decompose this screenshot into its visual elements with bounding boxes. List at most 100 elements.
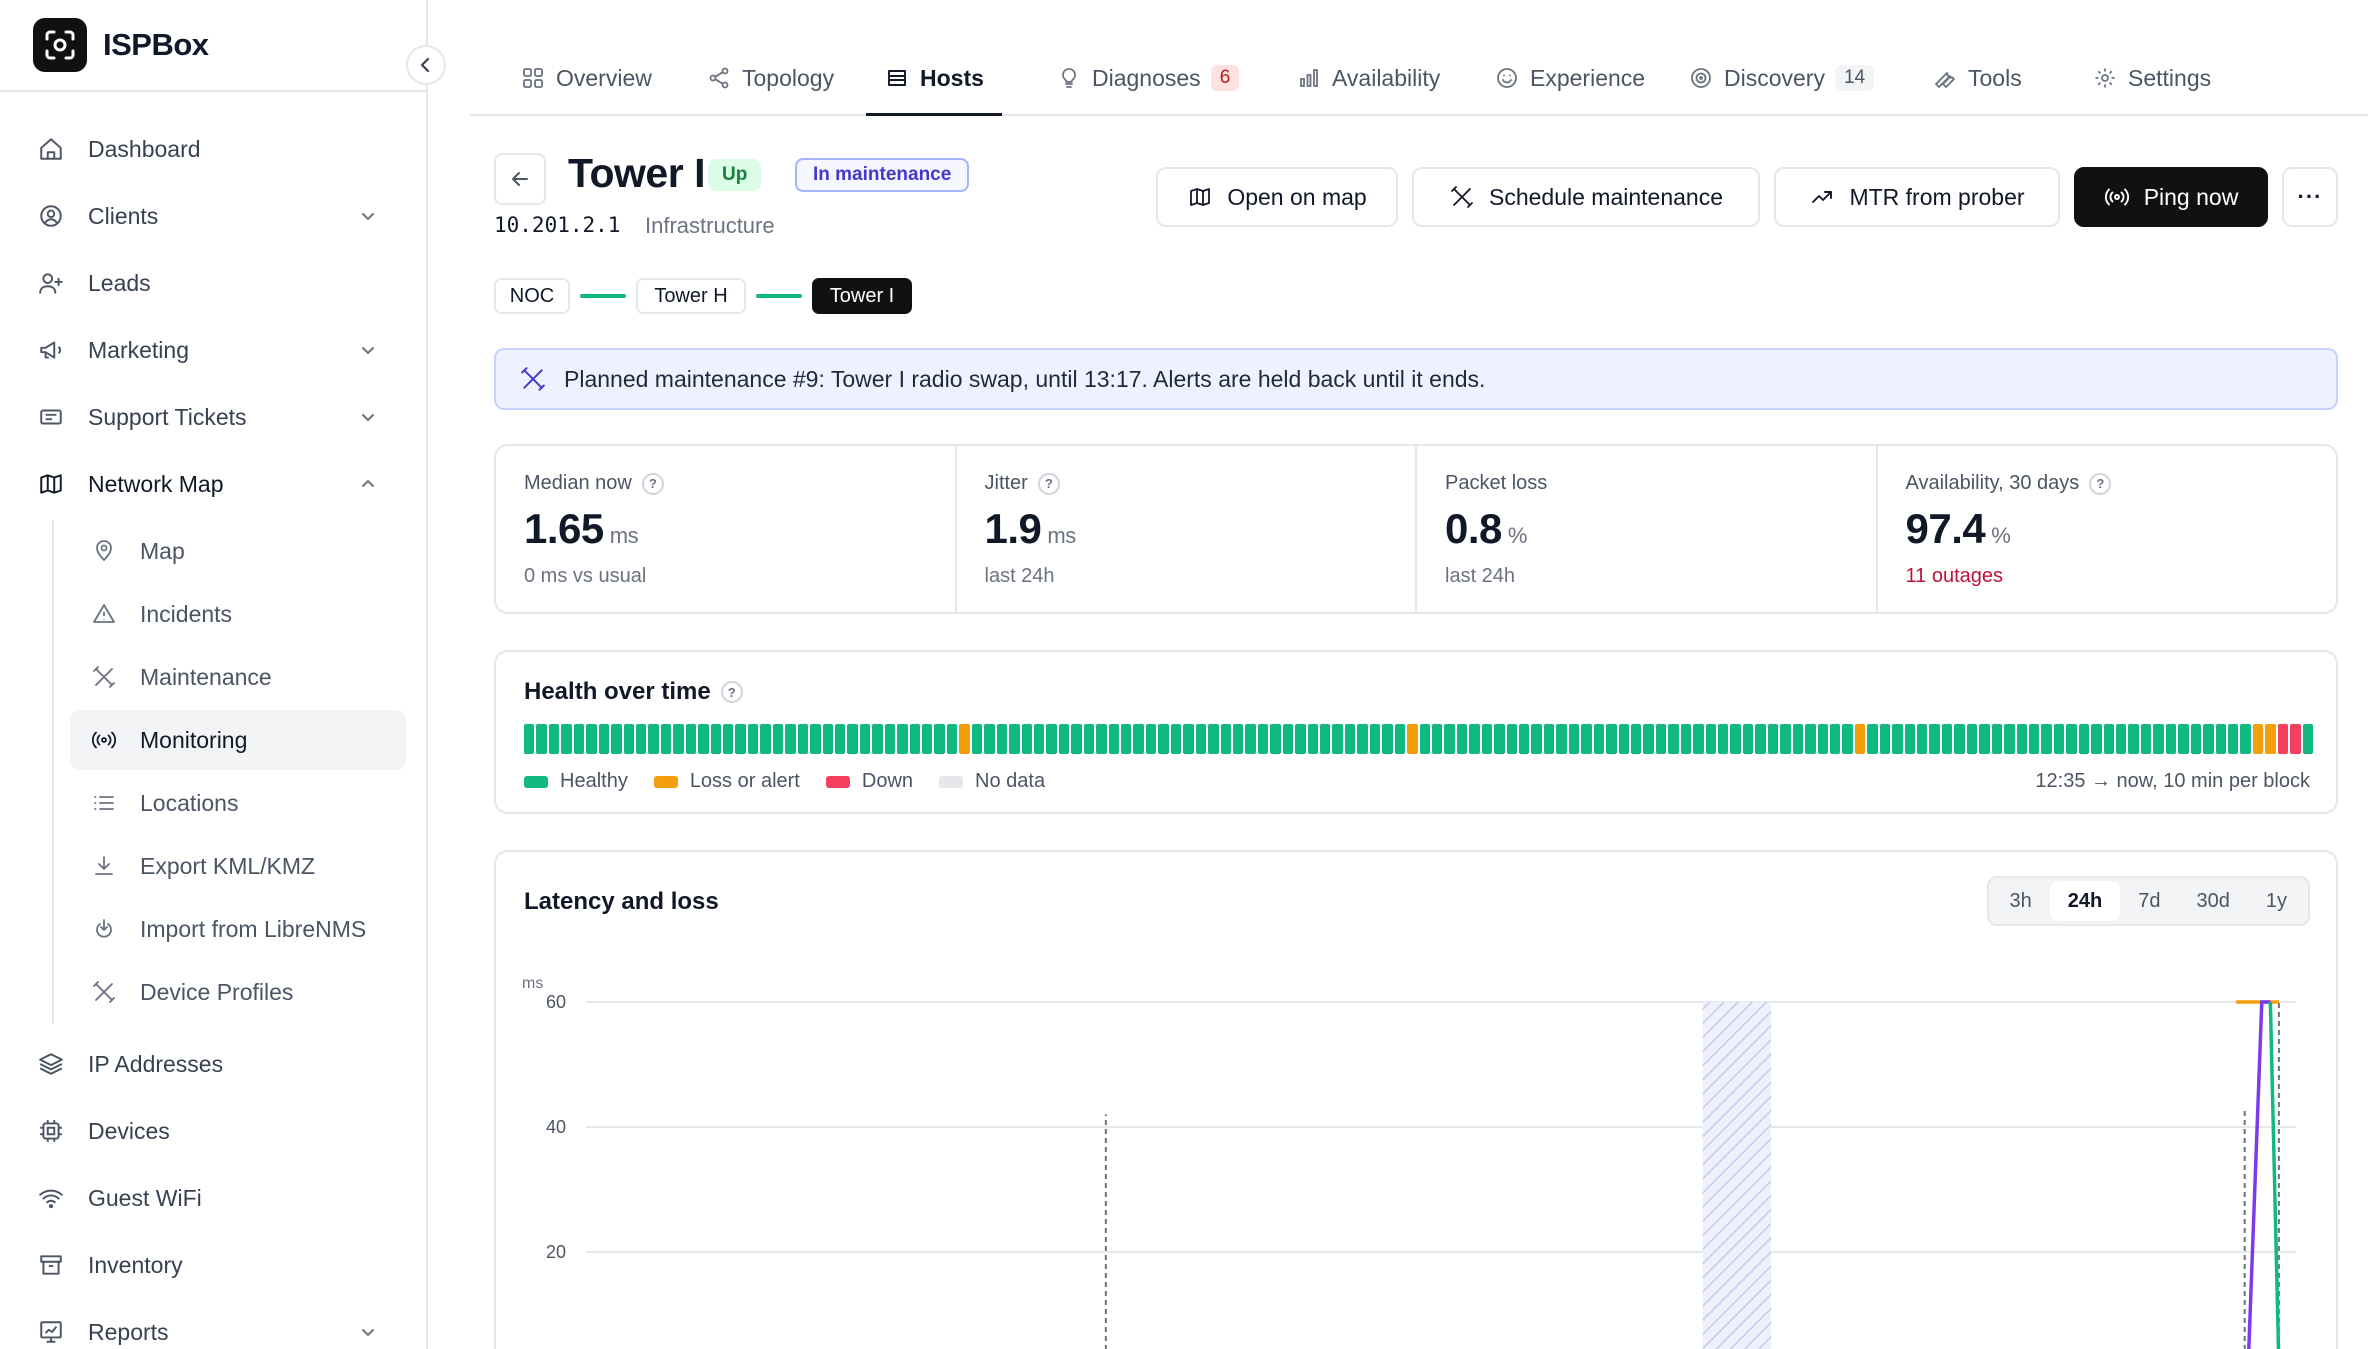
health-block-healthy[interactable] <box>2091 724 2102 754</box>
health-block-healthy[interactable] <box>1431 724 1443 754</box>
health-block-healthy[interactable] <box>1556 724 1567 754</box>
sidebar-subitem-device-profiles[interactable]: Device Profiles <box>70 962 406 1022</box>
health-block-healthy[interactable] <box>698 724 709 754</box>
sidebar-item-dashboard[interactable]: Dashboard <box>36 121 390 177</box>
brand[interactable]: ISPBox <box>0 0 426 92</box>
health-block-healthy[interactable] <box>1904 724 1915 754</box>
sidebar-subitem-maintenance[interactable]: Maintenance <box>70 647 406 707</box>
health-block-healthy[interactable] <box>1531 724 1542 754</box>
help-icon[interactable]: ? <box>1037 472 1060 495</box>
health-block-healthy[interactable] <box>1705 724 1716 754</box>
tab-experience[interactable]: Experience <box>1476 40 1663 116</box>
health-block-healthy[interactable] <box>1829 724 1841 754</box>
sidebar-item-ip-addresses[interactable]: IP Addresses <box>36 1036 390 1092</box>
health-block-alert[interactable] <box>1854 724 1866 754</box>
health-block-healthy[interactable] <box>2066 724 2077 754</box>
health-block-healthy[interactable] <box>561 724 572 754</box>
health-block-healthy[interactable] <box>2103 724 2114 754</box>
health-block-healthy[interactable] <box>772 724 784 754</box>
health-block-healthy[interactable] <box>1344 724 1356 754</box>
health-block-healthy[interactable] <box>1320 724 1331 754</box>
health-block-healthy[interactable] <box>1232 724 1244 754</box>
health-block-healthy[interactable] <box>1618 724 1629 754</box>
range-30d[interactable]: 30d <box>2196 889 2230 912</box>
health-block-healthy[interactable] <box>2028 724 2040 754</box>
health-block-healthy[interactable] <box>909 724 920 754</box>
health-block-healthy[interactable] <box>1121 724 1132 754</box>
health-block-healthy[interactable] <box>673 724 684 754</box>
health-block-healthy[interactable] <box>1170 724 1182 754</box>
health-block-healthy[interactable] <box>1780 724 1791 754</box>
tab-topology[interactable]: Topology <box>688 40 852 116</box>
sidebar-subitem-map[interactable]: Map <box>70 521 406 581</box>
health-block-healthy[interactable] <box>810 724 821 754</box>
health-block-healthy[interactable] <box>1419 724 1430 754</box>
health-block-healthy[interactable] <box>1817 724 1828 754</box>
health-block-healthy[interactable] <box>884 724 896 754</box>
health-block-healthy[interactable] <box>971 724 983 754</box>
help-icon[interactable]: ? <box>2089 472 2112 495</box>
chevron-down-icon[interactable] <box>354 1318 382 1346</box>
sidebar-subitem-monitoring[interactable]: Monitoring <box>70 710 406 770</box>
health-block-healthy[interactable] <box>660 724 672 754</box>
health-block-healthy[interactable] <box>1917 724 1928 754</box>
health-block-healthy[interactable] <box>946 724 958 754</box>
health-block-healthy[interactable] <box>1966 724 1978 754</box>
health-block-healthy[interactable] <box>1469 724 1480 754</box>
health-block-healthy[interactable] <box>685 724 697 754</box>
health-block-alert[interactable] <box>2252 724 2264 754</box>
health-block-healthy[interactable] <box>834 724 846 754</box>
health-block-healthy[interactable] <box>2227 724 2239 754</box>
health-block-healthy[interactable] <box>1058 724 1070 754</box>
range-7d[interactable]: 7d <box>2138 889 2161 912</box>
health-block-healthy[interactable] <box>2041 724 2052 754</box>
health-block-healthy[interactable] <box>1481 724 1493 754</box>
sidebar-item-leads[interactable]: Leads <box>36 255 390 311</box>
health-block-healthy[interactable] <box>1568 724 1580 754</box>
help-icon[interactable]: ? <box>720 681 743 703</box>
health-block-healthy[interactable] <box>1842 724 1853 754</box>
health-block-healthy[interactable] <box>1382 724 1393 754</box>
sidebar-item-reports[interactable]: Reports <box>36 1304 390 1349</box>
tab-discovery[interactable]: Discovery 14 <box>1670 40 1892 116</box>
health-block-healthy[interactable] <box>1208 724 1219 754</box>
sidebar-item-clients[interactable]: Clients <box>36 188 390 244</box>
health-block-healthy[interactable] <box>2016 724 2027 754</box>
health-block-healthy[interactable] <box>2004 724 2015 754</box>
health-block-healthy[interactable] <box>2190 724 2202 754</box>
health-block-healthy[interactable] <box>934 724 945 754</box>
health-block-healthy[interactable] <box>1046 724 1057 754</box>
health-block-healthy[interactable] <box>1693 724 1704 754</box>
health-block-healthy[interactable] <box>2240 724 2251 754</box>
help-icon[interactable]: ? <box>641 472 664 495</box>
tab-diagnoses[interactable]: Diagnoses 6 <box>1038 40 1257 116</box>
health-block-healthy[interactable] <box>2053 724 2065 754</box>
health-block-healthy[interactable] <box>2116 724 2127 754</box>
health-block-healthy[interactable] <box>1593 724 1605 754</box>
tab-settings[interactable]: Settings <box>2074 40 2229 116</box>
health-block-healthy[interactable] <box>922 724 933 754</box>
health-block-healthy[interactable] <box>2165 724 2177 754</box>
health-block-healthy[interactable] <box>1643 724 1654 754</box>
sidebar-item-support-tickets[interactable]: Support Tickets <box>36 389 390 445</box>
range-1y[interactable]: 1y <box>2265 889 2287 912</box>
health-block-healthy[interactable] <box>1456 724 1468 754</box>
health-block-healthy[interactable] <box>2153 724 2164 754</box>
health-block-healthy[interactable] <box>859 724 871 754</box>
health-block-healthy[interactable] <box>2215 724 2226 754</box>
health-block-healthy[interactable] <box>1108 724 1119 754</box>
ping-now-button[interactable]: Ping now <box>2074 167 2268 227</box>
health-block-alert[interactable] <box>1407 724 1418 754</box>
health-block-healthy[interactable] <box>1892 724 1903 754</box>
collapse-sidebar-button[interactable] <box>406 45 446 85</box>
range-3h[interactable]: 3h <box>2009 889 2032 912</box>
health-block-healthy[interactable] <box>1941 724 1953 754</box>
health-block-healthy[interactable] <box>1767 724 1779 754</box>
path-node-tower-h[interactable]: Tower H <box>636 278 746 314</box>
health-block-healthy[interactable] <box>1606 724 1617 754</box>
sidebar-item-devices[interactable]: Devices <box>36 1103 390 1159</box>
health-block-healthy[interactable] <box>1444 724 1455 754</box>
health-block-healthy[interactable] <box>1295 724 1306 754</box>
health-block-healthy[interactable] <box>611 724 622 754</box>
health-block-healthy[interactable] <box>1742 724 1754 754</box>
